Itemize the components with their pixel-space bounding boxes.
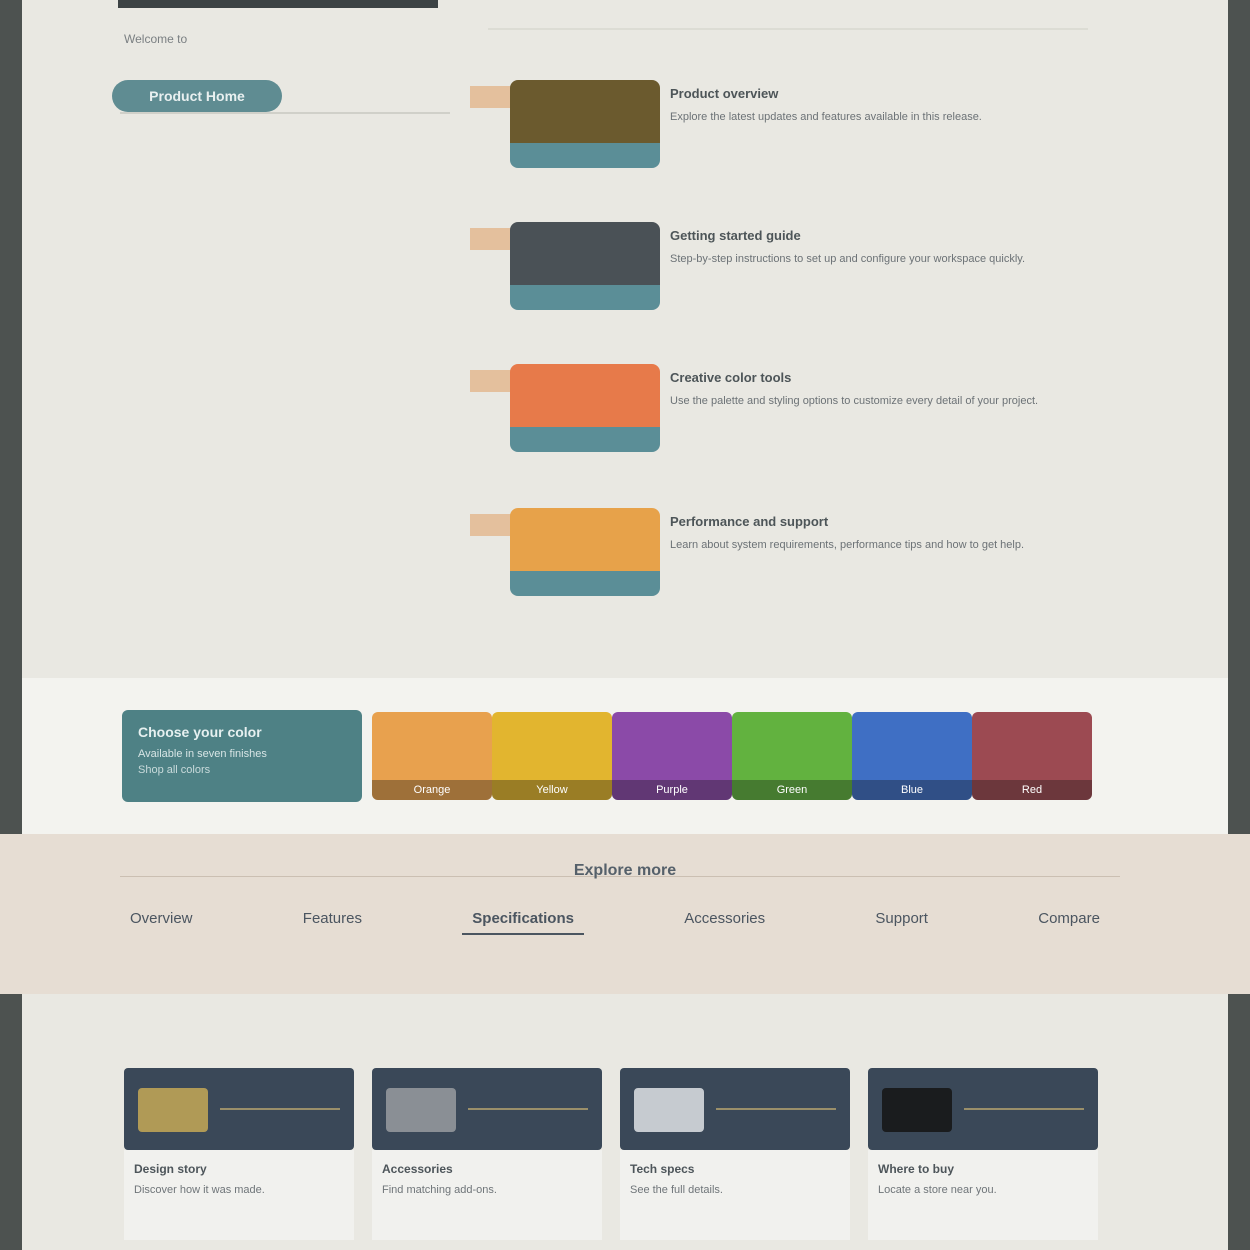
color-swatch-tile[interactable]: Green (732, 712, 852, 800)
color-swatch-tile[interactable]: Red (972, 712, 1092, 800)
nav-item[interactable]: Specifications (462, 904, 584, 935)
card-banner (372, 1068, 602, 1150)
feature-description: Use the palette and styling options to c… (670, 395, 1039, 407)
cards-row: Design story Discover how it was made. Acc… (124, 1068, 1114, 1250)
color-swatch-tile[interactable]: Blue (852, 712, 972, 800)
feature-item[interactable]: Getting started guide Step-by-step instru… (470, 222, 1110, 332)
feature-title: Product overview (670, 86, 779, 101)
brand-logo-button[interactable]: Product Home (112, 80, 282, 112)
feature-image (510, 80, 660, 144)
nav-item[interactable]: Support (875, 910, 928, 927)
card-body: Accessories Find matching add-ons. (372, 1150, 602, 1240)
card-title: Accessories (382, 1162, 453, 1176)
color-strip-section: Choose your color Available in seven fin… (22, 678, 1228, 834)
color-swatch-label: Purple (612, 780, 732, 800)
card-description: See the full details. (630, 1184, 723, 1196)
feature-description: Learn about system requirements, perform… (670, 539, 1025, 551)
card-image (634, 1088, 704, 1132)
feature-image (510, 508, 660, 572)
feature-image-band (510, 427, 660, 452)
feature-image (510, 364, 660, 428)
feature-image-band (510, 285, 660, 310)
card-title: Design story (134, 1162, 207, 1176)
color-swatch-label: Orange (372, 780, 492, 800)
card-banner (124, 1068, 354, 1150)
nav-menu: Overview Features Specifications Accessorie… (120, 904, 1110, 935)
right-frame (1228, 0, 1250, 1250)
feature-thumbnail[interactable] (510, 364, 660, 452)
feature-description: Step-by-step instructions to set up and … (670, 253, 1026, 265)
nav-heading: Explore more (573, 862, 677, 879)
feature-tag (470, 370, 516, 392)
info-card[interactable]: Accessories Find matching add-ons. (372, 1068, 602, 1250)
card-body: Where to buy Locate a store near you. (868, 1150, 1098, 1240)
info-card[interactable]: Tech specs See the full details. (620, 1068, 850, 1250)
color-swatch-label: Yellow (492, 780, 612, 800)
feature-title: Getting started guide (670, 228, 801, 243)
color-swatch-label: Red (972, 780, 1092, 800)
cta-link[interactable]: Shop all colors (138, 764, 211, 776)
feature-item[interactable]: Performance and support Learn about syste… (470, 508, 1110, 618)
color-swatch-label: Blue (852, 780, 972, 800)
card-banner-line (716, 1108, 836, 1110)
card-body: Design story Discover how it was made. (124, 1150, 354, 1240)
top-divider (488, 28, 1088, 30)
nav-band: Explore more Overview Features Specificati… (0, 834, 1250, 994)
feature-tag (470, 228, 516, 250)
card-body: Tech specs See the full details. (620, 1150, 850, 1240)
nav-item[interactable]: Overview (130, 910, 193, 927)
card-description: Discover how it was made. (134, 1184, 265, 1196)
color-cta-card[interactable]: Choose your color Available in seven fin… (122, 710, 362, 802)
feature-title: Creative color tools (670, 370, 792, 385)
top-bar (118, 0, 438, 8)
color-swatch-tile[interactable]: Yellow (492, 712, 612, 800)
feature-tag (470, 86, 516, 108)
feature-description: Explore the latest updates and features … (670, 111, 982, 123)
card-banner-line (220, 1108, 340, 1110)
cta-title: Choose your color (138, 724, 262, 740)
card-title: Tech specs (630, 1162, 695, 1176)
header-divider (120, 112, 450, 114)
nav-item[interactable]: Features (302, 910, 362, 927)
card-description: Find matching add-ons. (382, 1184, 497, 1196)
feature-image (510, 222, 660, 286)
card-image (386, 1088, 456, 1132)
feature-thumbnail[interactable] (510, 508, 660, 596)
feature-item[interactable]: Product overview Explore the latest updat… (470, 80, 1110, 190)
nav-heading-divider (120, 876, 1120, 877)
color-swatch-tile[interactable]: Purple (612, 712, 732, 800)
nav-item[interactable]: Compare (1038, 910, 1100, 927)
card-banner-line (468, 1108, 588, 1110)
card-banner (620, 1068, 850, 1150)
feature-thumbnail[interactable] (510, 80, 660, 168)
feature-image-band (510, 143, 660, 168)
header: Welcome to Product Home (112, 28, 452, 123)
nav-item[interactable]: Accessories (684, 910, 766, 927)
feature-thumbnail[interactable] (510, 222, 660, 310)
info-card[interactable]: Design story Discover how it was made. (124, 1068, 354, 1250)
card-image (138, 1088, 208, 1132)
header-small-title: Welcome to (124, 32, 188, 46)
card-image (882, 1088, 952, 1132)
color-swatch-tile[interactable]: Orange (372, 712, 492, 800)
cta-subtitle: Available in seven finishes (138, 748, 267, 760)
feature-image-band (510, 571, 660, 596)
color-swatch-label: Green (732, 780, 852, 800)
feature-tag (470, 514, 516, 536)
feature-title: Performance and support (670, 514, 829, 529)
card-banner-line (964, 1108, 1084, 1110)
card-description: Locate a store near you. (878, 1184, 997, 1196)
info-card[interactable]: Where to buy Locate a store near you. (868, 1068, 1098, 1250)
feature-item[interactable]: Creative color tools Use the palette and … (470, 364, 1110, 474)
left-frame (0, 0, 22, 1250)
card-banner (868, 1068, 1098, 1150)
card-title: Where to buy (878, 1162, 955, 1176)
